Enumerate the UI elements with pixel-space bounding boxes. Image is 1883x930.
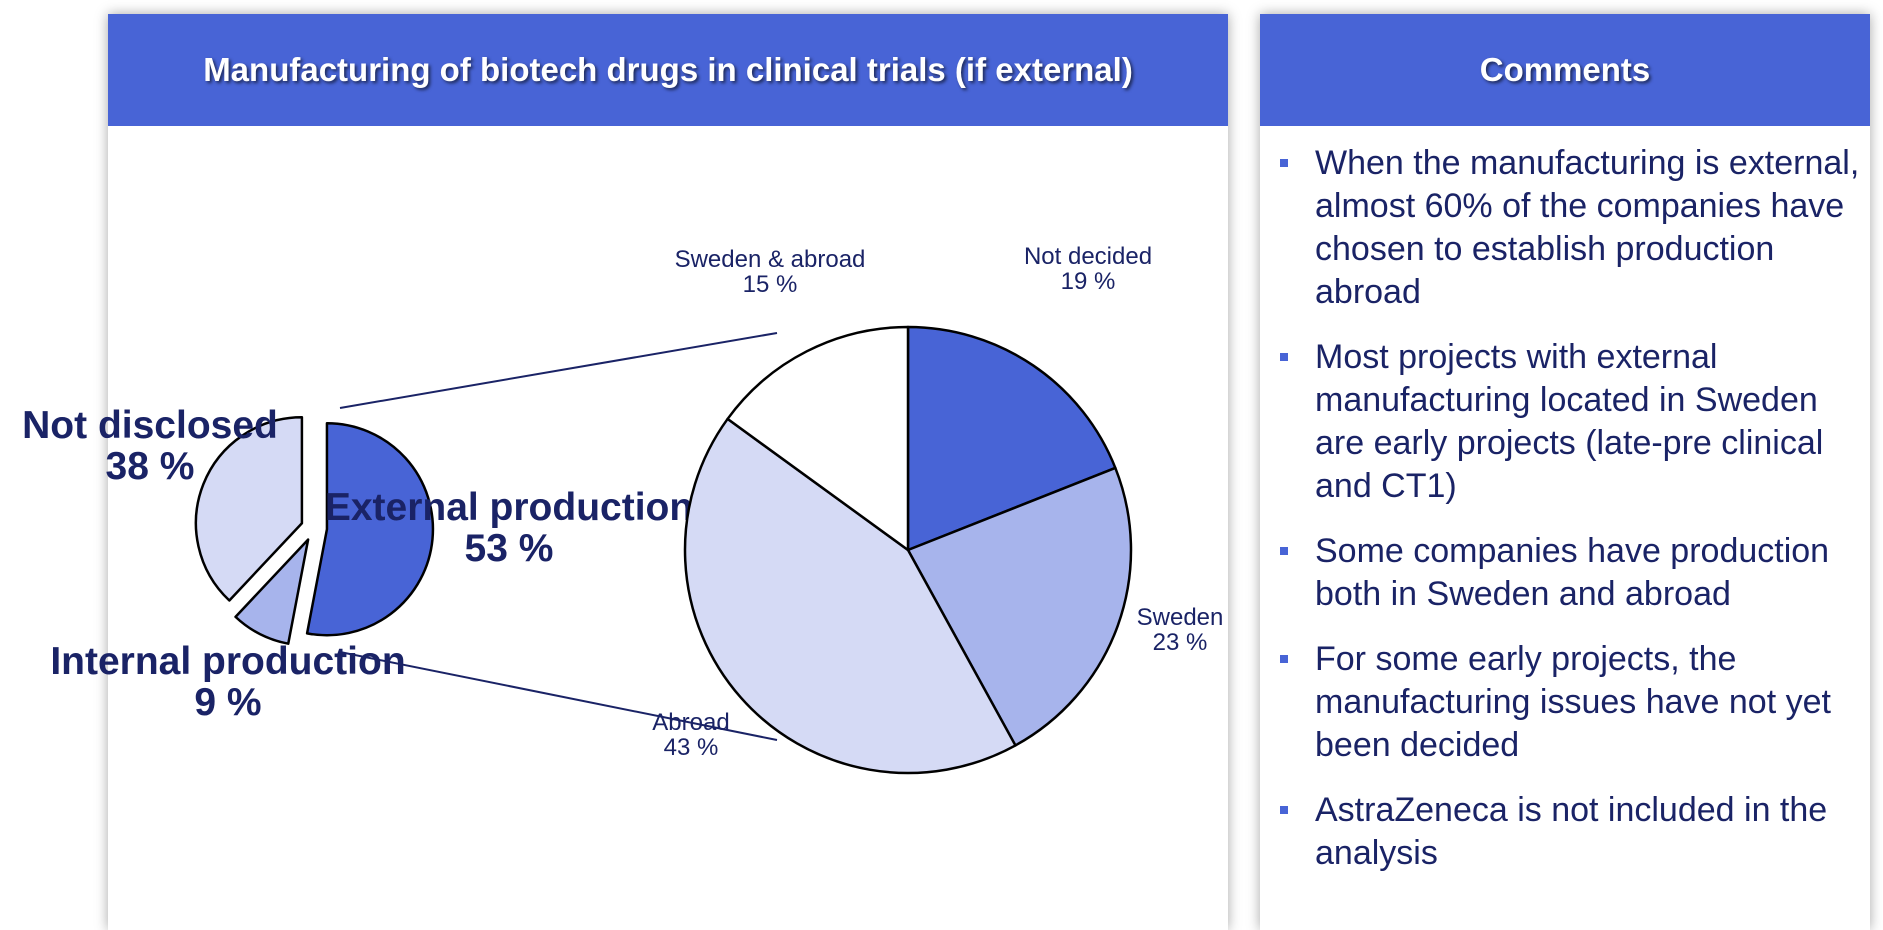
slice-label: Sweden & abroad 15 % <box>675 246 866 298</box>
chart: External production 53 % Internal producti… <box>22 243 1224 775</box>
slice-value: 15 % <box>743 271 798 298</box>
comment: AstraZeneca is not included in the analy… <box>1280 789 1875 875</box>
comment: Most projects with external manufacturin… <box>1280 336 1875 508</box>
slice-value: 23 % <box>1153 629 1208 656</box>
page: {"panel_title": "Manufacturing of biotec… <box>22 14 1870 872</box>
pie-slice <box>726 325 910 552</box>
pie-slice <box>194 415 304 602</box>
slice-category: Not decided <box>1024 243 1152 270</box>
slice-category: Sweden <box>1137 604 1224 631</box>
panel-title: Manufacturing of biotech drugs in clinic… <box>108 14 1228 126</box>
slice-label: Not disclosed 38 % <box>22 404 278 488</box>
pie-slice <box>906 466 1133 747</box>
slice-label: Not decided 19 % <box>1024 243 1152 295</box>
slice-value: 38 % <box>106 445 195 488</box>
pie-slice <box>305 421 435 637</box>
slice-category: Sweden & abroad <box>675 246 866 273</box>
slice-value: 19 % <box>1061 268 1116 295</box>
slice-category: External production <box>325 486 693 529</box>
comment: Some companies have production both in S… <box>1280 530 1875 616</box>
comment: For some early projects, the manufacturi… <box>1280 638 1875 767</box>
slice-label: External production 53 % <box>325 486 693 570</box>
slice-value: 43 % <box>664 734 719 761</box>
comment: When the manufacturing is external, almo… <box>1280 142 1875 314</box>
pie-slice <box>234 538 310 645</box>
slice-value: 53 % <box>465 527 554 570</box>
slice-label: Abroad 43 % <box>652 709 729 761</box>
connector <box>339 332 778 409</box>
connector <box>339 651 778 741</box>
comments-panel: Comments When the manufacturing is exter… <box>1260 14 1870 930</box>
comments-title: Comments <box>1260 14 1870 126</box>
comments-list: When the manufacturing is external, almo… <box>1280 142 1875 897</box>
pie-slice <box>683 417 1017 775</box>
pie-slice <box>906 325 1117 552</box>
slice-category: Abroad <box>652 709 729 736</box>
slice-value: 9 % <box>194 681 261 724</box>
pie <box>683 325 1133 775</box>
slice-label: Internal production 9 % <box>50 640 405 724</box>
slice-label: Sweden 23 % <box>1137 604 1224 656</box>
slice-category: Internal production <box>50 640 405 683</box>
pie <box>194 415 435 645</box>
slice-category: Not disclosed <box>22 404 278 447</box>
